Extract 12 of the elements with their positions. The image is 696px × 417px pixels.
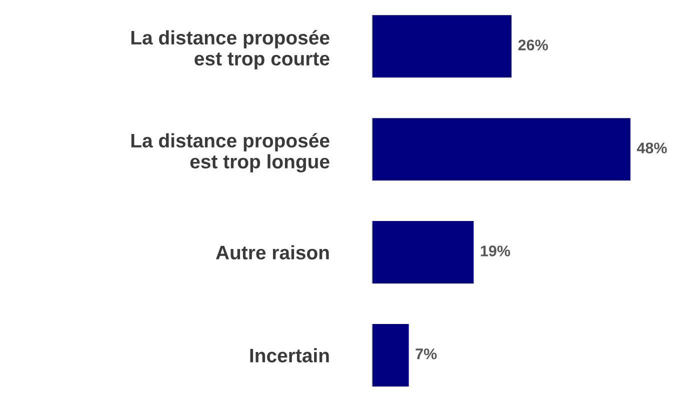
y-tick-label: Autre raison: [216, 245, 329, 260]
bar: [372, 14, 513, 79]
data-label: 19%: [480, 246, 510, 256]
bar: [372, 220, 476, 285]
data-label: 7%: [416, 348, 437, 360]
data-label: 48%: [636, 142, 667, 154]
data-label: 26%: [518, 40, 548, 50]
y-tick-label: La distance proposée est trop longue: [131, 133, 330, 172]
bar: [372, 116, 632, 182]
y-tick-label: La distance proposée est trop courte: [131, 30, 330, 70]
y-tick-label: Incertain: [250, 348, 329, 362]
bar: [372, 322, 410, 388]
